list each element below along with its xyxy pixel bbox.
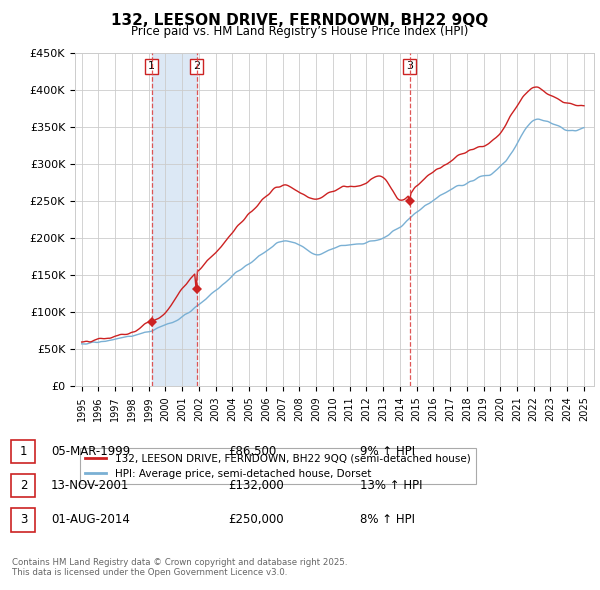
Text: 1: 1 (20, 445, 27, 458)
Text: 8% ↑ HPI: 8% ↑ HPI (360, 513, 415, 526)
Text: 3: 3 (20, 513, 27, 526)
Text: Contains HM Land Registry data © Crown copyright and database right 2025.
This d: Contains HM Land Registry data © Crown c… (12, 558, 347, 577)
Text: 9% ↑ HPI: 9% ↑ HPI (360, 445, 415, 458)
Text: £250,000: £250,000 (228, 513, 284, 526)
Text: Price paid vs. HM Land Registry’s House Price Index (HPI): Price paid vs. HM Land Registry’s House … (131, 25, 469, 38)
Text: £86,500: £86,500 (228, 445, 276, 458)
Text: 2: 2 (20, 479, 27, 492)
Text: 2: 2 (193, 61, 200, 71)
Text: 13-NOV-2001: 13-NOV-2001 (51, 479, 130, 492)
Bar (152, 53, 197, 386)
Text: 1: 1 (148, 61, 155, 71)
Text: 132, LEESON DRIVE, FERNDOWN, BH22 9QQ: 132, LEESON DRIVE, FERNDOWN, BH22 9QQ (112, 13, 488, 28)
Text: 01-AUG-2014: 01-AUG-2014 (51, 513, 130, 526)
Text: 13% ↑ HPI: 13% ↑ HPI (360, 479, 422, 492)
Legend: 132, LEESON DRIVE, FERNDOWN, BH22 9QQ (semi-detached house), HPI: Average price,: 132, LEESON DRIVE, FERNDOWN, BH22 9QQ (s… (80, 448, 476, 484)
Text: 3: 3 (406, 61, 413, 71)
Text: 05-MAR-1999: 05-MAR-1999 (51, 445, 130, 458)
Text: £132,000: £132,000 (228, 479, 284, 492)
